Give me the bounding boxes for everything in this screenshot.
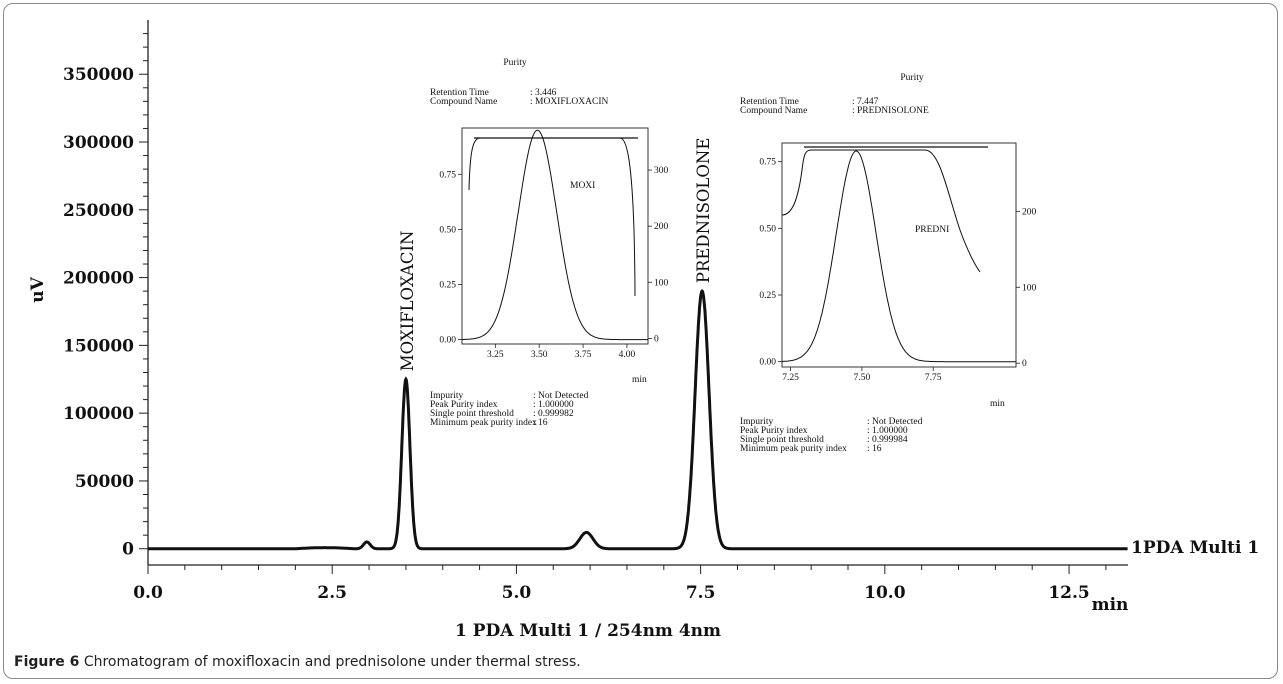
purity-key: Single point threshold — [430, 409, 514, 419]
purity-value: : Not Detected — [867, 417, 923, 427]
inset-y-tick-label: 0.00 — [439, 336, 456, 346]
x-axis-label: 1 PDA Multi 1 / 254nm 4nm — [455, 621, 721, 641]
x-tick-label: 7.5 — [686, 583, 716, 603]
inset-title: Purity — [503, 58, 526, 68]
x-tick-label: 12.5 — [1048, 583, 1089, 603]
purity-key: Peak Purity index — [740, 426, 808, 436]
x-tick-label: 0.0 — [133, 583, 163, 603]
inset-y-tick-label: 0.00 — [759, 358, 776, 368]
inset-info-key: Retention Time — [430, 88, 489, 98]
inset-plot-frame — [781, 142, 1017, 368]
purity-value: : 1.000000 — [867, 426, 908, 436]
inset-y2-tick-label: 200 — [1022, 207, 1037, 217]
y-tick-label: 300000 — [63, 133, 134, 153]
y-tick-label: 0 — [122, 540, 134, 560]
figure-frame — [3, 3, 1278, 679]
inset-peak-curve — [781, 150, 1016, 363]
inset-x-unit: min — [990, 399, 1005, 409]
caption-text: Chromatogram of moxifloxacin and prednis… — [83, 654, 581, 670]
purity-key: Single point threshold — [740, 435, 824, 445]
purity-key: Impurity — [430, 391, 463, 401]
x-tick-label: 10.0 — [864, 583, 906, 603]
inset-title: Purity — [900, 73, 923, 83]
inset-info-value: : PREDNISOLONE — [852, 106, 929, 116]
inset-y2-tick-label: 100 — [654, 278, 669, 288]
y-tick-label: 150000 — [63, 336, 134, 356]
caption-label: Figure 6 — [14, 654, 80, 670]
inset-info-key: Retention Time — [740, 97, 799, 107]
inset-y2-tick-label: 0 — [654, 334, 659, 344]
inset-x-tick-label: 4.00 — [619, 350, 636, 360]
inset-x-unit: min — [632, 375, 647, 385]
inset-series-label: MOXI — [570, 181, 595, 191]
inset-series-label: PREDNI — [915, 225, 949, 235]
inset-y2-tick-label: 200 — [654, 222, 669, 232]
inset-plot-frame — [461, 127, 649, 345]
inset-y-tick-label: 0.50 — [439, 225, 456, 235]
purity-value: : 0.999982 — [533, 409, 574, 419]
x-tick-label: 5.0 — [502, 583, 532, 603]
inset-info-key: Compound Name — [430, 97, 497, 107]
purity-value: : 1.000000 — [533, 400, 574, 410]
chromatogram-trace — [148, 288, 1128, 551]
inset-y2-tick-label: 0 — [1022, 359, 1027, 369]
inset-purity-curve — [781, 149, 981, 273]
inset-purity-curve — [468, 137, 636, 297]
y-axis-label: uV — [28, 276, 48, 302]
inset-y-tick-label: 0.25 — [759, 291, 776, 301]
inset-y-tick-label: 0.75 — [439, 170, 456, 180]
inset-x-tick-label: 7.25 — [782, 373, 799, 383]
inset-y-tick-label: 0.50 — [759, 224, 776, 234]
inset-x-tick-label: 3.25 — [487, 350, 504, 360]
series-label: 1PDA Multi 1 — [1131, 538, 1259, 558]
y-tick-label: 350000 — [63, 65, 134, 85]
purity-key: Peak Purity index — [430, 400, 498, 410]
inset-info-value: : MOXIFLOXACIN — [530, 97, 609, 107]
x-unit-label: min — [1092, 595, 1129, 615]
inset-x-tick-label: 7.50 — [854, 373, 871, 383]
y-tick-label: 100000 — [63, 404, 134, 424]
inset-peak-curve — [462, 129, 648, 341]
inset-info-value: : 7.447 — [852, 97, 879, 107]
purity-value: : 16 — [533, 418, 548, 428]
inset-x-tick-label: 3.50 — [531, 350, 548, 360]
inset-y-tick-label: 0.25 — [439, 280, 456, 290]
purity-key: Minimum peak purity index — [740, 444, 847, 454]
inset-info-key: Compound Name — [740, 106, 807, 116]
inset-y2-tick-label: 300 — [654, 166, 669, 176]
x-tick-label: 2.5 — [317, 583, 347, 603]
y-tick-label: 250000 — [63, 201, 134, 221]
y-tick-label: 50000 — [75, 472, 134, 492]
inset-x-tick-label: 7.75 — [925, 373, 942, 383]
peak-label: PREDNISOLONE — [694, 138, 713, 284]
inset-y-tick-label: 0.75 — [759, 158, 776, 168]
y-tick-label: 200000 — [63, 269, 134, 289]
purity-key: Minimum peak purity index — [430, 418, 537, 428]
purity-value: : Not Detected — [533, 391, 589, 401]
inset-x-tick-label: 3.75 — [575, 350, 592, 360]
inset-y2-tick-label: 100 — [1022, 283, 1037, 293]
figure-caption: Figure 6 Chromatogram of moxifloxacin an… — [14, 654, 1264, 670]
purity-value: : 0.999984 — [867, 435, 908, 445]
purity-key: Impurity — [740, 417, 773, 427]
peak-label: MOXIFLOXACIN — [398, 231, 417, 372]
purity-value: : 16 — [867, 444, 882, 454]
inset-info-value: : 3.446 — [530, 88, 557, 98]
